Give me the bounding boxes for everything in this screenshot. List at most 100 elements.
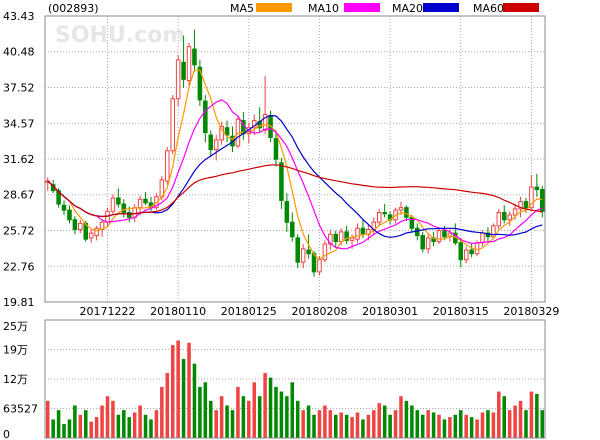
- price-axis-labels: 43.43 40.48 37.52 34.57 31.62 28.67 25.72 22.76…: [3, 10, 35, 309]
- volume-tick-label: 63527: [3, 403, 38, 416]
- volume-bar: [203, 382, 208, 438]
- date-tick-label: 20180329: [503, 305, 559, 318]
- volume-bar: [350, 417, 354, 438]
- volume-bar: [513, 405, 517, 438]
- volume-bar: [295, 400, 300, 438]
- candle: [463, 246, 469, 264]
- candle: [262, 75, 268, 134]
- date-axis-labels: 20171222 20180110 20180125 20180208 20180301…: [80, 305, 560, 318]
- volume-bar: [529, 391, 534, 438]
- candle: [322, 240, 328, 263]
- sohu-watermark: SOHU.com: [55, 23, 185, 48]
- ma10-line: [47, 99, 543, 250]
- volume-bar: [377, 403, 382, 438]
- volume-bar: [165, 372, 170, 438]
- candle: [208, 130, 214, 157]
- candle-body: [491, 225, 496, 238]
- candle: [382, 204, 387, 218]
- candle-body: [344, 231, 349, 241]
- volume-bar: [355, 412, 360, 438]
- candle-body: [213, 139, 219, 151]
- volume-bar: [268, 377, 273, 438]
- candlestick-series: [45, 29, 545, 277]
- candle: [491, 223, 496, 240]
- volume-bar: [230, 410, 235, 438]
- candle-body: [496, 212, 502, 227]
- candle: [344, 225, 349, 245]
- volume-bar: [241, 396, 246, 438]
- candle: [436, 228, 442, 245]
- candle-body: [436, 230, 442, 243]
- volume-bar: [236, 386, 240, 438]
- volume-bar: [51, 419, 55, 438]
- volume-bar: [328, 410, 333, 438]
- volume-tick-label: 19万: [3, 344, 28, 357]
- candle: [328, 229, 333, 251]
- candle: [45, 177, 50, 191]
- candle-body: [338, 231, 344, 243]
- price-tick-label: 40.48: [3, 46, 35, 59]
- volume-bar: [535, 393, 539, 438]
- legend-ma20-label: MA20: [392, 2, 423, 15]
- candle-body: [197, 66, 203, 101]
- volume-bar: [388, 414, 392, 438]
- candle: [175, 55, 181, 106]
- volume-bar: [100, 405, 104, 438]
- volume-bar: [448, 417, 452, 438]
- candle-body: [518, 201, 523, 210]
- legend-ma5-label: MA5: [230, 2, 254, 15]
- candle: [192, 29, 197, 73]
- volume-bar: [214, 410, 218, 438]
- volume-bar: [263, 372, 267, 438]
- candle-body: [458, 242, 464, 261]
- candle-body: [203, 100, 208, 134]
- volume-bar: [431, 412, 436, 438]
- grid-lines: [45, 16, 545, 409]
- candle: [88, 229, 94, 243]
- volume-bar: [257, 396, 262, 438]
- volume-bar: [111, 400, 115, 438]
- candle-body: [284, 201, 290, 223]
- candle-body: [121, 203, 127, 214]
- volume-bar: [306, 405, 311, 438]
- candle-body: [224, 127, 230, 136]
- date-tick-label: 20180208: [291, 305, 347, 318]
- price-tick-label: 28.67: [3, 189, 35, 202]
- volume-bar: [339, 412, 343, 438]
- volume-tick-label: 0: [3, 428, 10, 440]
- candle-body: [290, 221, 295, 238]
- volume-bar: [491, 412, 496, 438]
- volume-bar: [382, 405, 387, 438]
- candle: [61, 200, 67, 215]
- candle: [333, 230, 339, 248]
- date-tick-label: 20180125: [221, 305, 277, 318]
- candle-body: [529, 186, 534, 209]
- candle: [246, 122, 252, 144]
- volume-bar: [122, 410, 126, 438]
- volume-bar: [138, 405, 142, 438]
- volume-axis-labels: 25万 19万 12万 63527 0: [3, 320, 38, 440]
- candle-body: [61, 204, 67, 211]
- candle: [300, 244, 306, 269]
- volume-bar: [116, 414, 121, 438]
- legend-ma20-swatch: [423, 3, 459, 12]
- candle: [67, 205, 72, 224]
- volume-bar: [301, 410, 305, 438]
- candle-body: [512, 208, 518, 216]
- candle-body: [219, 126, 224, 141]
- volume-bar: [62, 424, 66, 438]
- candle: [203, 95, 208, 143]
- volume-bar: [198, 386, 202, 438]
- volume-bar: [344, 414, 349, 438]
- candle-body: [295, 237, 300, 263]
- volume-bar: [361, 419, 365, 438]
- candle: [355, 223, 360, 243]
- candle-body: [420, 235, 425, 250]
- volume-bar: [480, 412, 485, 438]
- candle-body: [507, 214, 512, 221]
- candle-body: [165, 150, 170, 182]
- volume-bar: [247, 400, 251, 438]
- price-tick-label: 31.62: [3, 153, 35, 166]
- candle-body: [192, 48, 197, 66]
